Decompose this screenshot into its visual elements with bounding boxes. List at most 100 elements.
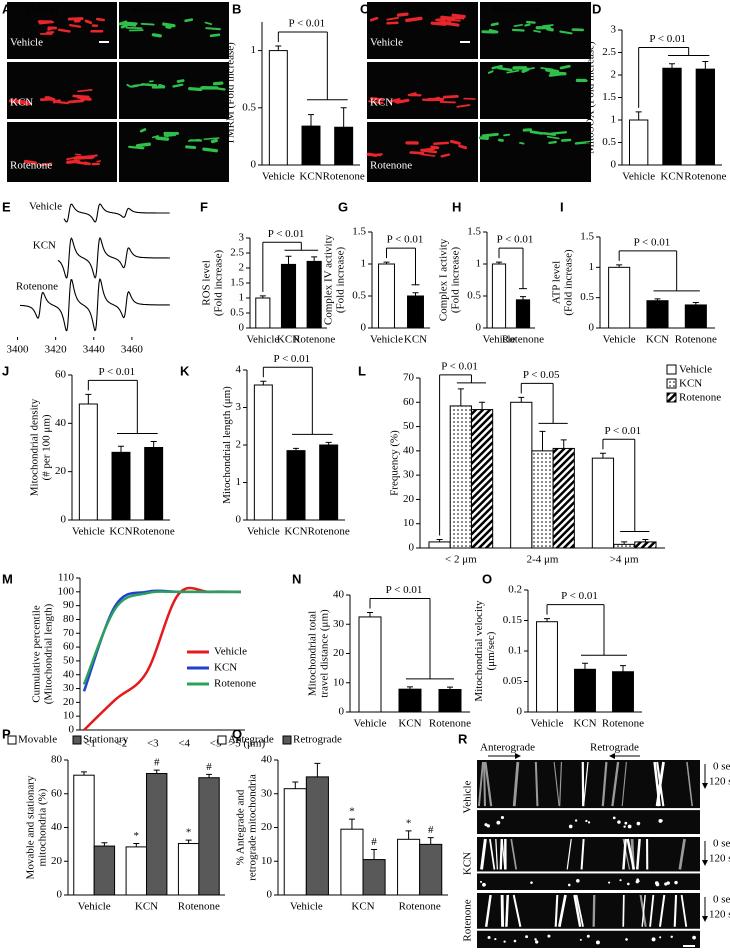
still-dot	[636, 821, 641, 826]
y-axis-label: Complex IV activity	[323, 234, 335, 325]
x-tick-label: KCN	[398, 718, 421, 730]
bar	[591, 457, 615, 549]
bar	[419, 843, 443, 896]
legend-swatch	[666, 392, 677, 403]
panel-letter: C	[360, 1, 370, 16]
x-tick-label: Rotenone	[399, 901, 441, 913]
x-tick-label: KCN	[284, 526, 307, 538]
mitochondrion	[548, 140, 557, 144]
bar	[306, 260, 322, 329]
error-bar	[412, 292, 419, 296]
mitochondrion	[490, 22, 499, 27]
bar	[280, 263, 297, 329]
panel-letter: H	[452, 199, 461, 214]
y-tick-label: 20	[51, 855, 63, 867]
still-image	[477, 930, 700, 948]
still-dot	[482, 882, 486, 887]
bar	[334, 126, 354, 166]
y-axis-label: (Fold increase)	[450, 247, 462, 314]
y-tick-label: 20	[261, 821, 273, 833]
kymo-track	[559, 761, 563, 807]
bar	[301, 125, 321, 166]
mitochondrion	[67, 17, 84, 21]
error-bar	[80, 771, 87, 776]
bar	[646, 300, 669, 329]
x-tick-label: Vehicle	[622, 171, 655, 183]
row-label: Rotenone	[10, 160, 52, 172]
error-bar	[496, 261, 502, 264]
mitochondrion	[560, 138, 572, 142]
y-tick-label: 60	[55, 369, 67, 381]
error-bar	[311, 256, 318, 262]
error-bar	[206, 773, 213, 778]
significance-marker: #	[371, 836, 377, 848]
kymo-track	[635, 838, 641, 870]
significance-marker: #	[428, 824, 434, 836]
bar	[125, 846, 147, 896]
mitochondrion	[542, 24, 554, 28]
bar	[198, 777, 220, 896]
row-label: Rotenone	[462, 899, 474, 941]
y-axis-label: % Antegrade and	[234, 789, 246, 865]
y-tick-label: 0.5	[242, 101, 256, 113]
p-value: P < 0.05	[523, 369, 560, 381]
mitochondrion	[540, 67, 554, 71]
bar	[111, 451, 131, 521]
mitochondrion	[396, 12, 409, 17]
kymo-track	[658, 894, 666, 927]
still-dot	[513, 939, 517, 943]
mitochondrion	[506, 69, 520, 74]
x-tick-label: Vehicle	[483, 334, 516, 346]
x-tick-label: KCN	[646, 334, 669, 346]
y-tick-label: 0	[476, 322, 482, 334]
row-label: Vehicle	[462, 780, 474, 813]
y-tick-label: 2	[236, 439, 242, 451]
y-tick-label: 20	[63, 696, 75, 708]
x-tick-label: Rotenone	[675, 334, 717, 346]
mitochondrion	[368, 100, 384, 105]
y-tick-label: 1	[476, 258, 482, 270]
legend-swatch	[666, 364, 677, 375]
legend-label: Retrograde	[293, 734, 342, 746]
y-tick-label: 40	[333, 589, 345, 601]
still-dot	[503, 940, 506, 943]
mitochondrion	[559, 64, 571, 70]
y-tick-label: 4	[236, 364, 242, 376]
y-axis-label: retrograde mitochondria	[246, 774, 258, 881]
bar	[612, 671, 634, 713]
panel-letter: B	[232, 1, 241, 16]
x-tick-label: <1	[84, 738, 96, 750]
kymo-track	[554, 894, 559, 927]
bar	[470, 409, 494, 549]
mitochondrion	[559, 30, 573, 35]
y-tick-label: 70	[403, 372, 415, 384]
y-axis-label: Mitochondrial total	[306, 611, 318, 696]
bar	[634, 541, 657, 549]
series-line	[82, 590, 241, 685]
mitochondrion	[209, 33, 221, 38]
y-tick-label: 10	[63, 710, 75, 722]
y-tick-label: 0	[57, 889, 63, 901]
x-tick-label: Vehicle	[246, 334, 279, 346]
micrograph	[119, 62, 229, 119]
y-axis-label: Mitochondrial velocity	[473, 600, 485, 702]
time-label: 120 sec	[709, 776, 730, 788]
y-tick-label: 1	[236, 476, 242, 488]
still-dot	[617, 820, 621, 824]
legend-label: Rotenone	[679, 392, 721, 404]
bar	[177, 843, 200, 896]
kymo-track	[622, 894, 625, 927]
mitochondrion	[135, 142, 151, 148]
error-bar	[367, 612, 373, 617]
still-dot	[479, 880, 483, 883]
still-dot	[487, 936, 491, 940]
y-axis-label: (Fold increase)	[563, 249, 575, 316]
kymo-track	[483, 761, 486, 807]
epr-trace	[20, 278, 170, 332]
y-tick-label: 0	[517, 706, 523, 718]
mitochondrion	[128, 145, 145, 150]
x-tick-label: 3440	[83, 344, 106, 356]
mitochondrion	[491, 64, 503, 70]
x-tick-label: KCN	[109, 526, 132, 538]
mitochondrion	[67, 99, 84, 104]
